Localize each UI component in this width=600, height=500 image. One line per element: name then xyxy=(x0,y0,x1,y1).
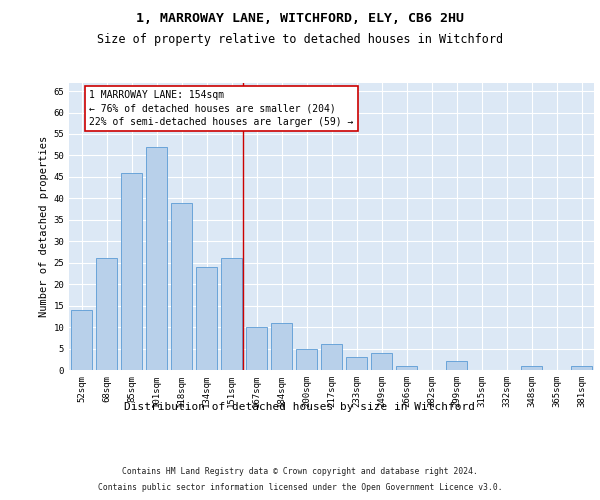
Text: Distribution of detached houses by size in Witchford: Distribution of detached houses by size … xyxy=(125,402,476,412)
Bar xyxy=(121,172,142,370)
Bar xyxy=(396,366,417,370)
Y-axis label: Number of detached properties: Number of detached properties xyxy=(39,136,49,317)
Text: 1, MARROWAY LANE, WITCHFORD, ELY, CB6 2HU: 1, MARROWAY LANE, WITCHFORD, ELY, CB6 2H… xyxy=(136,12,464,26)
Text: 1 MARROWAY LANE: 154sqm
← 76% of detached houses are smaller (204)
22% of semi-d: 1 MARROWAY LANE: 154sqm ← 76% of detache… xyxy=(89,90,353,126)
Bar xyxy=(296,348,317,370)
Text: Contains public sector information licensed under the Open Government Licence v3: Contains public sector information licen… xyxy=(98,482,502,492)
Bar xyxy=(271,323,292,370)
Text: Size of property relative to detached houses in Witchford: Size of property relative to detached ho… xyxy=(97,32,503,46)
Bar xyxy=(571,366,592,370)
Bar xyxy=(446,362,467,370)
Bar xyxy=(371,353,392,370)
Bar xyxy=(71,310,92,370)
Bar xyxy=(146,147,167,370)
Bar xyxy=(246,327,267,370)
Bar xyxy=(196,267,217,370)
Bar xyxy=(96,258,117,370)
Bar xyxy=(221,258,242,370)
Bar xyxy=(346,357,367,370)
Text: Contains HM Land Registry data © Crown copyright and database right 2024.: Contains HM Land Registry data © Crown c… xyxy=(122,468,478,476)
Bar xyxy=(321,344,342,370)
Bar xyxy=(171,202,192,370)
Bar xyxy=(521,366,542,370)
